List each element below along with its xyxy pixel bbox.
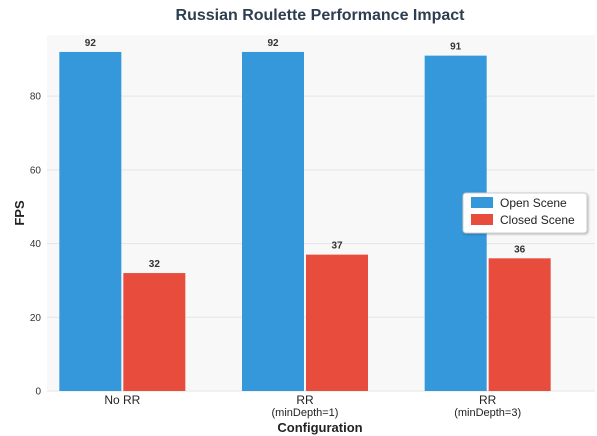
y-tick-label: 80 (30, 92, 42, 103)
y-tick-label: 0 (35, 387, 41, 398)
bar-closed-scene (123, 273, 186, 391)
bar-closed-scene (306, 254, 368, 391)
data-label: 92 (85, 38, 97, 49)
data-labels: 92 32 92 37 91 36 (85, 38, 526, 270)
legend-swatch (471, 197, 493, 208)
x-tick-label: RR (296, 393, 314, 407)
bar-open-scene (59, 51, 122, 391)
x-tick-label: (minDepth=3) (454, 407, 521, 419)
legend: Open Scene Closed Scene (462, 192, 588, 234)
y-tick-label: 60 (30, 165, 42, 176)
legend-swatch (471, 214, 493, 225)
x-tick-label: RR (479, 393, 497, 407)
legend-entry: Closed Scene (500, 213, 575, 227)
x-tick-label: (minDepth=1) (272, 407, 339, 419)
y-tick-label: 40 (30, 239, 42, 250)
legend-box (462, 192, 588, 234)
y-tick-label: 20 (30, 313, 42, 324)
y-axis-label: FPS (12, 200, 27, 226)
bars (59, 51, 551, 391)
x-axis-ticks: No RR RR(minDepth=1)RR(minDepth=3) (104, 393, 521, 419)
x-tick-label: No RR (104, 393, 140, 407)
data-label: 36 (514, 244, 526, 255)
x-axis-label: Configuration (277, 420, 362, 435)
data-label: 91 (450, 42, 462, 53)
data-label: 92 (267, 38, 279, 49)
y-axis-ticks: 0 20 40 60 80 (30, 92, 42, 398)
bar-closed-scene (488, 258, 551, 391)
data-label: 32 (149, 259, 161, 270)
data-label: 37 (331, 241, 343, 252)
chart-title: Russian Roulette Performance Impact (176, 7, 466, 24)
legend-entry: Open Scene (500, 196, 567, 210)
bar-open-scene (242, 51, 304, 391)
